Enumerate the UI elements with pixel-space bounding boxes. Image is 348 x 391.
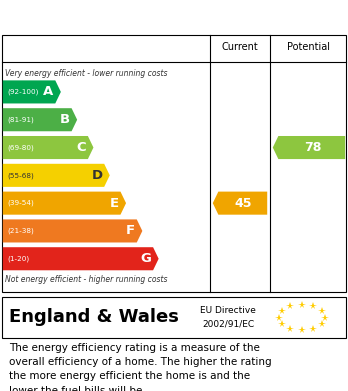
Text: (1-20): (1-20)	[7, 255, 29, 262]
Polygon shape	[3, 164, 110, 187]
Text: G: G	[141, 252, 151, 265]
Polygon shape	[3, 247, 159, 270]
Text: (81-91): (81-91)	[7, 117, 34, 123]
Text: C: C	[77, 141, 86, 154]
Text: (39-54): (39-54)	[7, 200, 34, 206]
Text: EU Directive
2002/91/EC: EU Directive 2002/91/EC	[200, 307, 256, 328]
Text: (55-68): (55-68)	[7, 172, 34, 179]
Text: Current: Current	[222, 42, 258, 52]
Text: Energy Efficiency Rating: Energy Efficiency Rating	[10, 10, 232, 25]
Text: (21-38): (21-38)	[7, 228, 34, 234]
Text: F: F	[126, 224, 135, 237]
Text: Very energy efficient - lower running costs: Very energy efficient - lower running co…	[5, 69, 168, 78]
Text: E: E	[110, 197, 119, 210]
Text: Not energy efficient - higher running costs: Not energy efficient - higher running co…	[5, 275, 168, 284]
Text: The energy efficiency rating is a measure of the
overall efficiency of a home. T: The energy efficiency rating is a measur…	[9, 343, 271, 391]
Text: (69-80): (69-80)	[7, 144, 34, 151]
Text: B: B	[60, 113, 70, 126]
Text: D: D	[91, 169, 102, 182]
Polygon shape	[3, 81, 61, 104]
Polygon shape	[213, 192, 267, 215]
Text: 78: 78	[304, 141, 321, 154]
Polygon shape	[3, 136, 94, 159]
Polygon shape	[273, 136, 345, 159]
Polygon shape	[3, 192, 126, 215]
Text: 45: 45	[235, 197, 252, 210]
Polygon shape	[3, 108, 77, 131]
Text: (92-100): (92-100)	[7, 89, 38, 95]
Text: England & Wales: England & Wales	[9, 308, 179, 326]
Text: Potential: Potential	[287, 42, 331, 52]
Text: A: A	[43, 85, 54, 99]
Polygon shape	[3, 219, 142, 242]
